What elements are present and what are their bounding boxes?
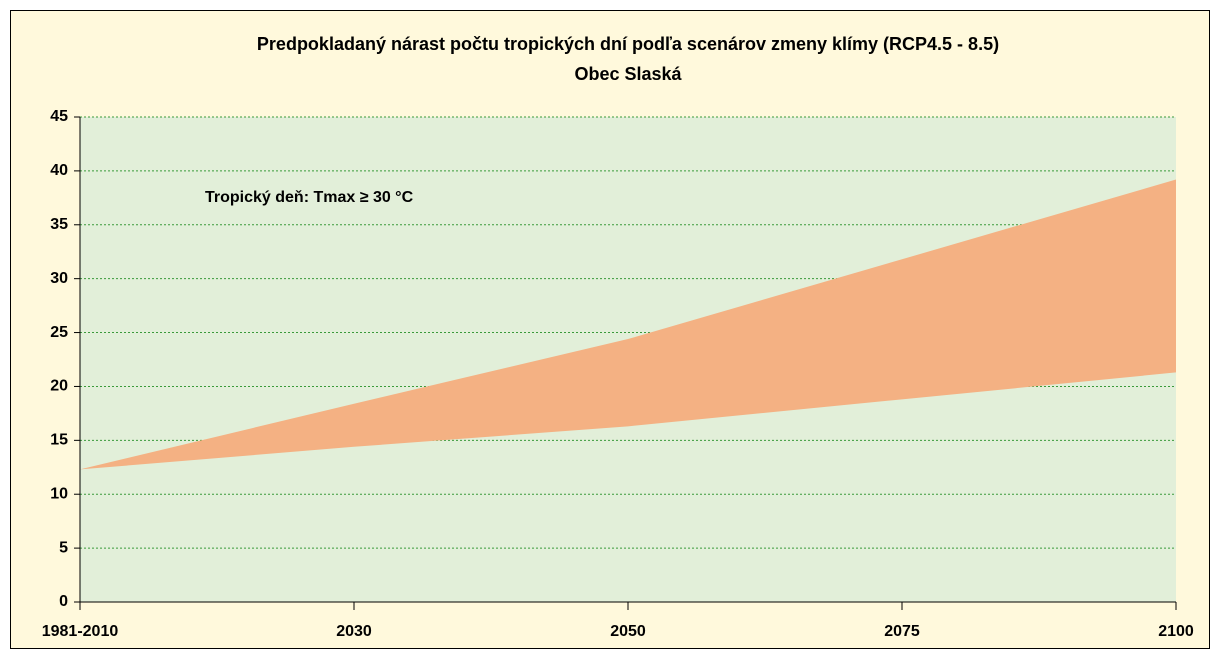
x-tick-label: 2075: [884, 623, 920, 640]
y-tick-label: 10: [50, 485, 68, 502]
y-tick-label: 35: [50, 216, 68, 233]
y-tick-label: 45: [50, 108, 68, 125]
y-tick-label: 30: [50, 270, 68, 287]
x-tick-label: 1981-2010: [42, 623, 119, 640]
chart-subtitle: Obec Slaská: [574, 64, 682, 84]
x-tick-label: 2050: [610, 623, 646, 640]
x-tick-label: 2100: [1158, 623, 1194, 640]
range-area: [80, 179, 1176, 470]
y-tick-label: 40: [50, 162, 68, 179]
annotation: Tropický deň: Tmax ≥ 30 °C: [205, 189, 414, 206]
y-tick-label: 0: [59, 593, 68, 610]
x-tick-label: 2030: [336, 623, 372, 640]
y-tick-label: 20: [50, 378, 68, 395]
y-tick-label: 5: [59, 539, 68, 556]
y-tick-label: 25: [50, 324, 68, 341]
chart-title: Predpokladaný nárast počtu tropických dn…: [257, 34, 999, 54]
y-tick-label: 15: [50, 432, 68, 449]
